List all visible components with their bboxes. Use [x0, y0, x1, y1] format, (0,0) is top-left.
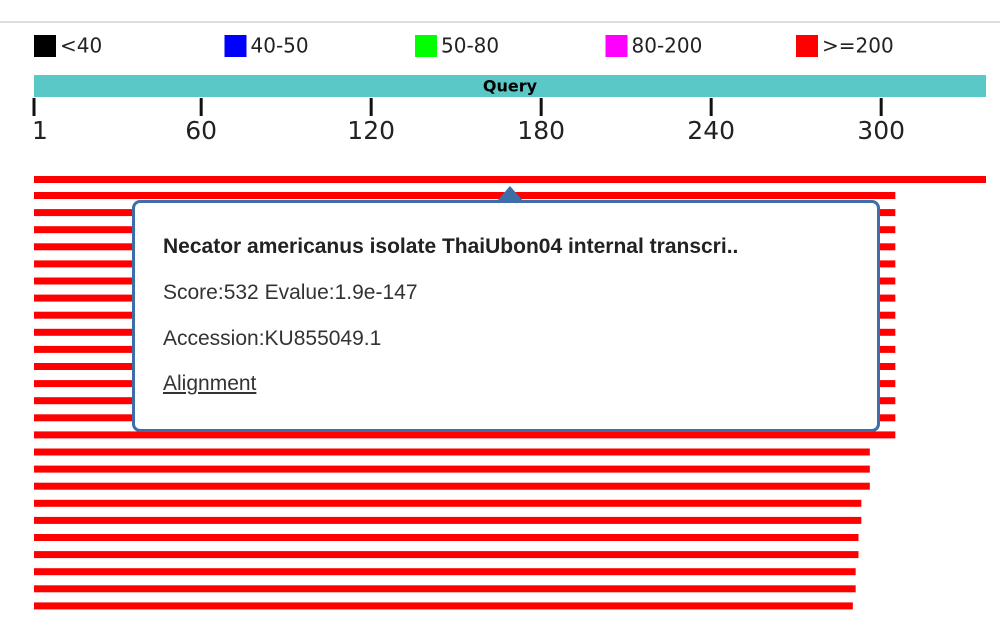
tooltip: Necator americanus isolate ThaiUbon04 in… — [132, 200, 880, 432]
hit-bar — [34, 568, 856, 576]
legend-swatch — [415, 35, 437, 57]
legend-label: 40-50 — [251, 34, 309, 58]
legend-label: 80-200 — [632, 34, 703, 58]
tooltip-arrow — [496, 186, 524, 202]
hit-bar — [34, 585, 856, 593]
hit-bar — [34, 516, 862, 524]
hit-bar — [34, 482, 870, 490]
tick-label: 180 — [517, 116, 565, 145]
tick-label: 60 — [185, 116, 217, 145]
hit-bar — [34, 534, 859, 541]
legend-label: 50-80 — [441, 34, 499, 58]
legend-label: <40 — [60, 34, 102, 58]
tooltip-accession: Accession:KU855049.1 — [163, 327, 382, 350]
tick-label: 1 — [32, 116, 48, 145]
legend-swatch — [224, 35, 247, 57]
legend-swatch — [605, 35, 628, 57]
tick-label: 120 — [347, 116, 395, 145]
query-bar — [34, 75, 986, 97]
tick-label: 240 — [687, 116, 735, 145]
hit-bar — [34, 465, 870, 473]
hit-bar — [34, 499, 862, 507]
hit-bar — [34, 176, 986, 183]
query-label: Query — [483, 77, 538, 96]
tick-label: 300 — [857, 116, 905, 145]
hit-bar — [34, 192, 896, 199]
legend-swatch — [34, 35, 56, 57]
hit-bar — [34, 602, 853, 610]
legend-label: >=200 — [822, 34, 894, 58]
tooltip-score: Score:532 Evalue:1.9e-147 — [163, 281, 418, 304]
legend-swatch — [796, 35, 818, 57]
hit-bar — [34, 551, 859, 559]
hit-bar — [34, 448, 870, 456]
tooltip-title: Necator americanus isolate ThaiUbon04 in… — [163, 235, 739, 258]
hit-bar — [34, 431, 896, 439]
alignment-link[interactable]: Alignment — [163, 372, 257, 395]
